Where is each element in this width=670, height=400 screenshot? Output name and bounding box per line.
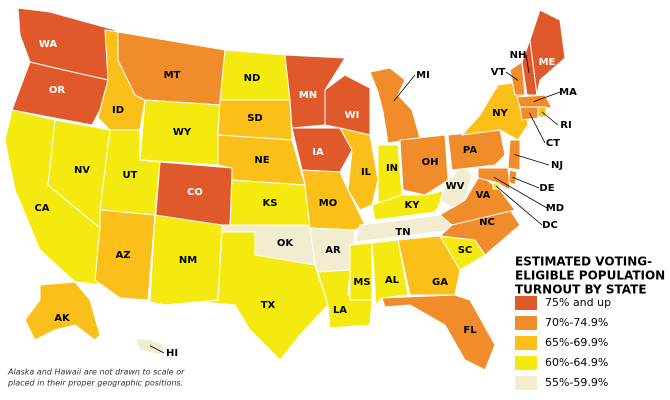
leader-line [149, 345, 165, 354]
state-label: SC [458, 245, 473, 256]
state [349, 242, 373, 301]
state-label: TX [261, 300, 276, 311]
state [134, 337, 166, 356]
state-label: NJ [551, 160, 563, 171]
footnote: Alaska and Hawaii are not drawn to scale… [7, 368, 185, 377]
state-label: DE [539, 183, 554, 194]
state [507, 139, 521, 171]
state [529, 9, 566, 96]
legend-title: ESTIMATED VOTING- [515, 255, 652, 269]
state-label: VT [491, 67, 506, 78]
leader-line [514, 154, 550, 166]
state-label: NM [179, 255, 197, 266]
state-label: CT [546, 138, 560, 149]
legend-title: TURNOUT BY STATE [515, 283, 647, 297]
legend-title: ELIGIBLE POPULATION [515, 269, 665, 283]
state-label: WI [345, 110, 360, 121]
state-label: VA [476, 190, 491, 201]
state-label: NV [74, 165, 90, 176]
leader-line [505, 71, 519, 81]
state-label: KS [263, 198, 278, 209]
state-label: OH [422, 157, 439, 168]
state-label: IN [386, 163, 398, 174]
state [324, 74, 371, 136]
state-label: MD [546, 203, 564, 214]
state-label: MN [299, 90, 317, 101]
state-label: ND [244, 73, 261, 84]
legend-swatch [515, 336, 537, 350]
legend-swatch [515, 296, 537, 310]
state-label: IL [361, 167, 372, 178]
state-label: AK [54, 313, 71, 324]
state-label: HI [166, 348, 178, 359]
state-label: IA [312, 147, 324, 158]
state-label: AR [325, 245, 341, 256]
leader-line [529, 112, 546, 144]
state-label: LA [333, 305, 347, 316]
legend-label: 70%-74.9% [545, 316, 608, 329]
leader-line [393, 74, 416, 102]
state-label: FL [463, 325, 477, 336]
state [519, 106, 539, 121]
state [149, 214, 223, 306]
state-label: MI [416, 70, 430, 81]
legend-label: 60%-64.9% [545, 356, 608, 369]
state-label: RI [560, 120, 571, 131]
state-label: GA [432, 277, 448, 288]
state-label: NE [254, 155, 269, 166]
state-label: TN [395, 227, 410, 238]
state [339, 127, 379, 211]
state-label: CO [187, 187, 203, 198]
state-label: MO [319, 198, 337, 209]
state [199, 231, 329, 361]
state [397, 235, 461, 296]
leader-line [512, 176, 540, 189]
legend-swatch [515, 376, 537, 390]
state-label: MS [353, 277, 370, 288]
state-label: NC [479, 217, 495, 228]
state-label: PA [463, 145, 477, 156]
state-label: ME [539, 57, 556, 68]
legend-swatch [515, 316, 537, 330]
state-label: WA [39, 39, 58, 50]
state-label: AZ [116, 250, 131, 261]
state-label: NH [510, 50, 527, 61]
state-label: OR [49, 85, 66, 96]
leader-line [533, 91, 561, 103]
legend-swatch [515, 356, 537, 370]
state [509, 61, 526, 96]
footnote: placed in their proper geographic positi… [7, 379, 183, 388]
state-label: SD [247, 113, 263, 124]
state-label: WY [173, 127, 192, 138]
leader-line [493, 176, 548, 209]
state [291, 127, 353, 173]
state-label: KY [405, 200, 421, 211]
state-label: OK [277, 238, 295, 249]
state-label: UT [123, 170, 138, 181]
state-label: MT [164, 70, 181, 81]
state-label: DC [542, 220, 558, 231]
state-label: AL [385, 275, 400, 286]
leader-line [541, 111, 559, 126]
leader-line [495, 185, 543, 226]
legend-label: 55%-59.9% [545, 376, 608, 389]
state [477, 167, 511, 191]
legend-label: 75% and up [545, 296, 611, 309]
state [371, 239, 409, 307]
state [381, 294, 496, 371]
state [24, 281, 101, 341]
state [369, 67, 421, 144]
state-label: WV [446, 181, 465, 192]
state [399, 134, 449, 196]
state [117, 31, 226, 106]
state-label: CA [34, 203, 49, 214]
state-label: MA [559, 87, 577, 98]
state-label: ID [112, 105, 124, 116]
state-label: NY [492, 108, 508, 119]
legend-label: 65%-69.9% [545, 336, 608, 349]
leader-line [525, 54, 530, 74]
